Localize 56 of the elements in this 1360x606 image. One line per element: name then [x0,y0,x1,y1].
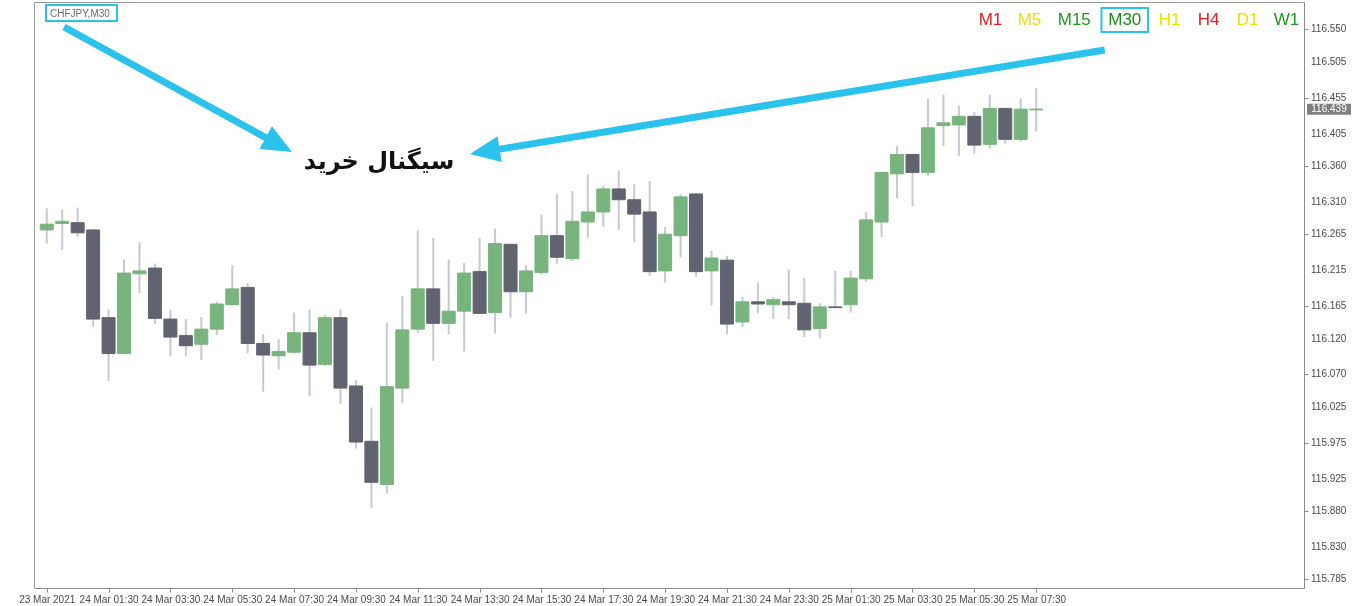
annotation: M1 [978,10,1003,29]
candlestick [704,249,719,307]
y-tick-label: 116.550 [1311,23,1347,35]
candlestick [750,281,765,315]
y-tick-label: 116.025 [1311,400,1347,412]
y-tick-label: 115.925 [1311,472,1347,484]
annotation: H4 [1197,10,1220,29]
y-tick-label: 115.785 [1311,573,1347,585]
annotation: M30 [1108,10,1142,29]
x-tick-label: 24 Mar 09:30 [326,593,387,605]
x-tick-label: 24 Mar 01:30 [79,593,139,605]
x-tick-label: 25 Mar 01:30 [821,593,882,605]
y-tick-label: 116.505 [1311,55,1347,67]
x-tick-label: 24 Mar 15:30 [512,593,572,605]
x-tick-label: 23 Mar 2021 [19,593,76,605]
x-tick-label: 24 Mar 17:30 [574,593,634,605]
x-tick-label: 24 Mar 07:30 [265,593,325,605]
annotation: H1 [1158,10,1181,29]
candlestick [766,295,781,321]
x-tick-label: 24 Mar 21:30 [698,593,758,605]
x-tick-label: 24 Mar 23:30 [759,593,820,605]
x-tick-label: 25 Mar 07:30 [1007,593,1067,605]
x-tick-label: 24 Mar 19:30 [636,593,696,605]
candlestick [905,152,920,208]
x-tick-label: 24 Mar 05:30 [203,593,263,605]
x-tick-label: 24 Mar 13:30 [450,593,511,605]
y-tick-label: 116.310 [1311,195,1347,207]
candlestick [549,192,564,265]
y-tick-label: 115.975 [1311,436,1347,448]
y-tick-label: 116.360 [1311,159,1347,171]
y-tick-label: 115.880 [1311,505,1347,517]
y-tick-label: 116.070 [1311,368,1347,380]
x-tick-label: 25 Mar 05:30 [945,593,1005,605]
candlestick [828,269,843,310]
y-tick-label: 116.120 [1311,332,1347,344]
y-tick-label: 116.165 [1311,300,1347,312]
annotation: W1 [1273,10,1300,29]
annotation: D1 [1236,10,1259,29]
y-tick-label: 116.405 [1311,127,1347,139]
annotation: M15 [1057,10,1091,29]
x-tick-label: 25 Mar 03:30 [883,593,943,605]
candlestick [735,295,750,328]
x-tick-label: 24 Mar 03:30 [141,593,201,605]
candlestick [39,207,54,245]
y-tick-label: 116.265 [1311,228,1347,240]
y-tick-label: 115.830 [1311,541,1347,553]
annotation: M5 [1017,10,1042,29]
y-tick-label: 116.455 [1311,91,1347,103]
text: 116.439 [1311,103,1348,115]
candlestick [55,208,70,252]
y-tick-label: 116.215 [1311,264,1347,276]
x-tick-label: 24 Mar 11:30 [389,593,448,605]
annotation: سیگنال خرید [303,147,455,175]
candlestick [194,315,209,362]
candlestick [812,302,827,340]
text: CHFJPY,M30 [50,7,111,19]
